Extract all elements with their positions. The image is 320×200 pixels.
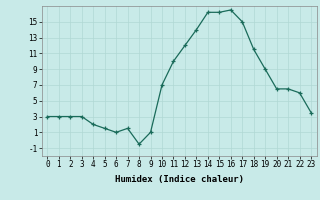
X-axis label: Humidex (Indice chaleur): Humidex (Indice chaleur) bbox=[115, 175, 244, 184]
